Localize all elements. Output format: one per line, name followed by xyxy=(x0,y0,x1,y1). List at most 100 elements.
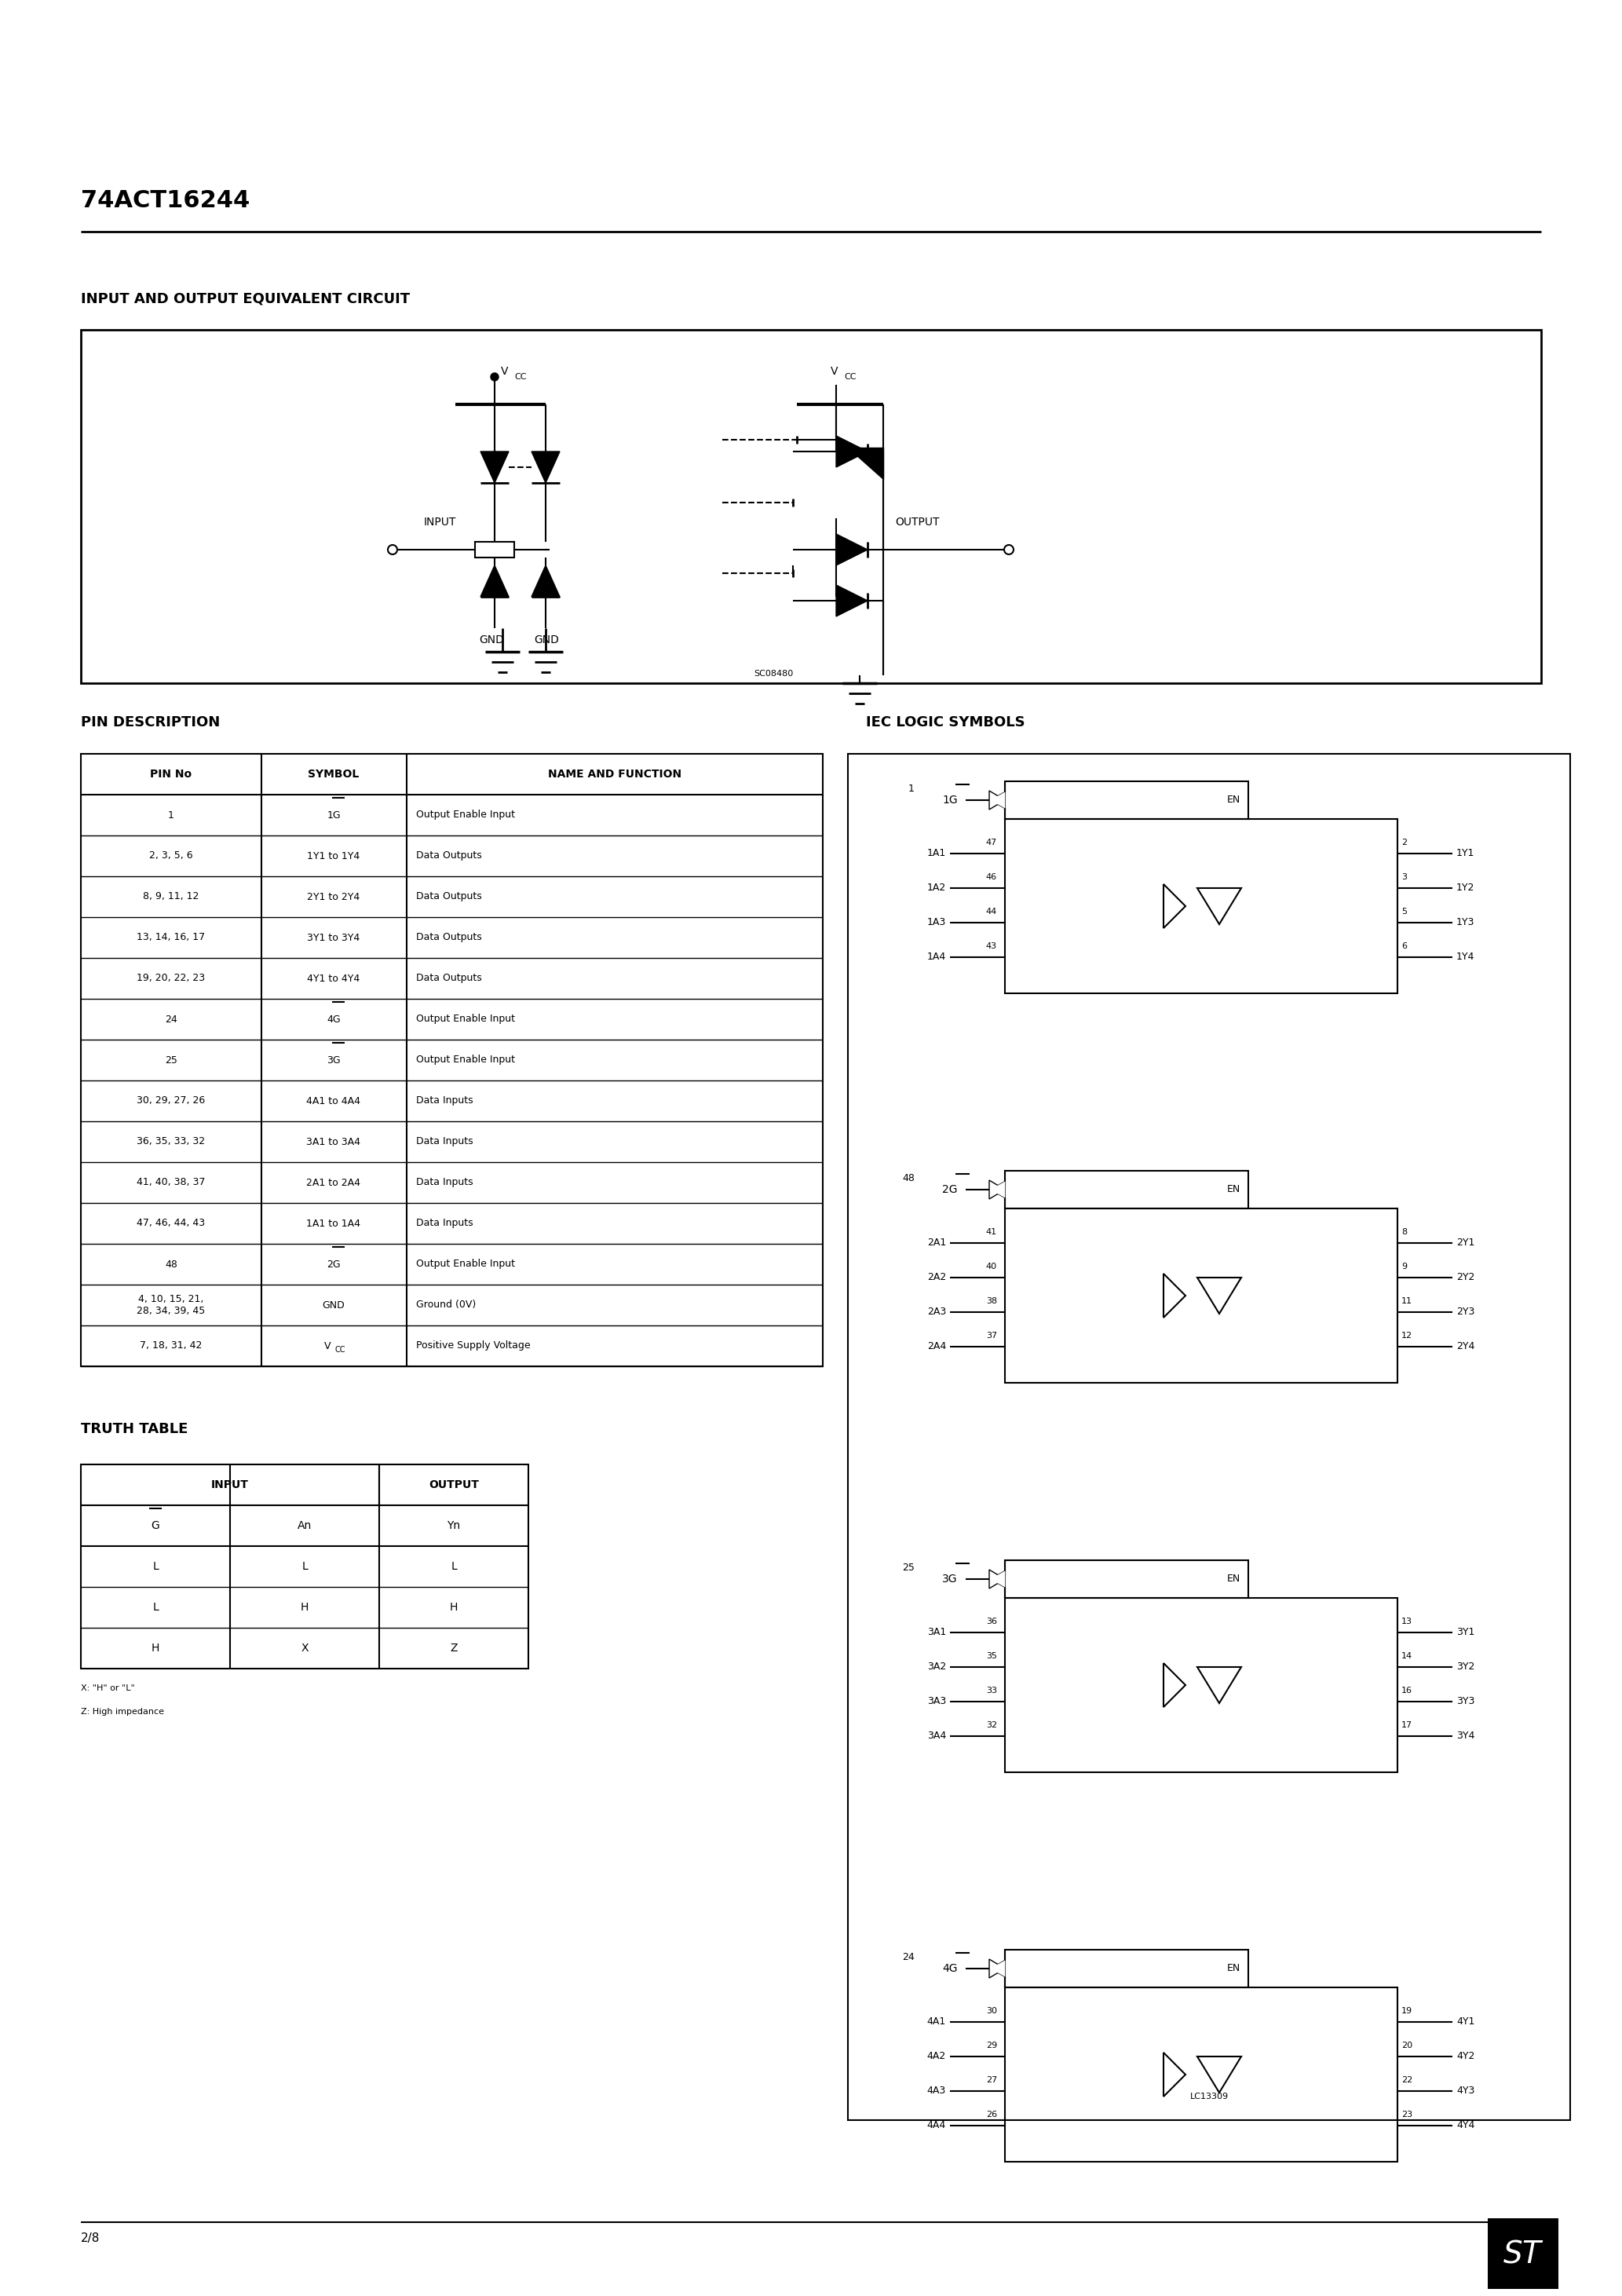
Text: SC08480: SC08480 xyxy=(754,670,793,677)
Polygon shape xyxy=(835,535,868,565)
Text: $\it{ST}$: $\it{ST}$ xyxy=(1502,2239,1544,2268)
Text: 2A3: 2A3 xyxy=(928,1306,946,1318)
Text: GND: GND xyxy=(534,634,560,645)
Bar xyxy=(1006,1988,1398,2163)
Text: G: G xyxy=(151,1520,159,1531)
Text: GND: GND xyxy=(478,634,504,645)
Text: 4Y1: 4Y1 xyxy=(1457,2016,1474,2027)
Text: Output Enable Input: Output Enable Input xyxy=(417,1258,516,1270)
Text: 30: 30 xyxy=(986,2007,998,2016)
Text: 4Y1 to 4Y4: 4Y1 to 4Y4 xyxy=(307,974,360,983)
Bar xyxy=(1006,1561,1249,1598)
Text: 27: 27 xyxy=(986,2076,998,2085)
Text: 22: 22 xyxy=(1401,2076,1413,2085)
Text: V: V xyxy=(501,365,508,377)
Text: L: L xyxy=(302,1561,308,1573)
Text: 2Y2: 2Y2 xyxy=(1457,1272,1474,1283)
Text: EN: EN xyxy=(1226,1185,1241,1194)
Text: PIN DESCRIPTION: PIN DESCRIPTION xyxy=(81,716,221,730)
Text: Yn: Yn xyxy=(448,1520,461,1531)
Text: INPUT: INPUT xyxy=(211,1479,248,1490)
Text: 43: 43 xyxy=(986,941,998,951)
Text: 1Y4: 1Y4 xyxy=(1457,953,1474,962)
Text: 3Y3: 3Y3 xyxy=(1457,1697,1474,1706)
Text: 4G: 4G xyxy=(326,1015,341,1024)
Text: 13, 14, 16, 17: 13, 14, 16, 17 xyxy=(136,932,206,944)
Bar xyxy=(1006,1171,1249,1208)
Text: 3: 3 xyxy=(1401,872,1406,882)
Text: 48: 48 xyxy=(902,1173,915,1182)
Text: 16: 16 xyxy=(1401,1688,1413,1694)
Text: 3Y4: 3Y4 xyxy=(1457,1731,1474,1740)
Text: 2Y4: 2Y4 xyxy=(1457,1341,1474,1352)
Text: PIN No: PIN No xyxy=(151,769,191,781)
Text: 11: 11 xyxy=(1401,1297,1413,1304)
Text: 8, 9, 11, 12: 8, 9, 11, 12 xyxy=(143,891,200,902)
Text: EN: EN xyxy=(1226,1963,1241,1975)
Text: 25: 25 xyxy=(165,1054,177,1065)
Text: 35: 35 xyxy=(986,1653,998,1660)
Text: 17: 17 xyxy=(1401,1722,1413,1729)
Text: 2A2: 2A2 xyxy=(928,1272,946,1283)
Text: 3G: 3G xyxy=(942,1573,957,1584)
Text: 8: 8 xyxy=(1401,1228,1406,1235)
Text: Data Outputs: Data Outputs xyxy=(417,932,482,944)
Text: IEC LOGIC SYMBOLS: IEC LOGIC SYMBOLS xyxy=(866,716,1025,730)
Text: 4Y2: 4Y2 xyxy=(1457,2050,1474,2062)
Text: 4Y3: 4Y3 xyxy=(1457,2087,1474,2096)
Text: 3A2: 3A2 xyxy=(928,1662,946,1671)
Bar xyxy=(81,1465,529,1669)
Text: Data Inputs: Data Inputs xyxy=(417,1219,474,1228)
Text: OUTPUT: OUTPUT xyxy=(428,1479,478,1490)
Text: 29: 29 xyxy=(986,2041,998,2050)
Polygon shape xyxy=(848,448,884,480)
Text: L: L xyxy=(152,1561,159,1573)
Text: Data Outputs: Data Outputs xyxy=(417,891,482,902)
Text: 19: 19 xyxy=(1401,2007,1413,2016)
Text: 3A1 to 3A4: 3A1 to 3A4 xyxy=(307,1137,360,1146)
Bar xyxy=(1006,1598,1398,1773)
Text: 23: 23 xyxy=(1401,2110,1413,2119)
Polygon shape xyxy=(480,565,509,597)
Text: 4, 10, 15, 21,
28, 34, 39, 45: 4, 10, 15, 21, 28, 34, 39, 45 xyxy=(136,1295,206,1316)
Text: 48: 48 xyxy=(165,1258,177,1270)
Bar xyxy=(81,331,1541,684)
Text: 1Y3: 1Y3 xyxy=(1457,918,1474,928)
Text: 5: 5 xyxy=(1401,907,1406,916)
Text: 2/8: 2/8 xyxy=(81,2232,101,2243)
Text: 14: 14 xyxy=(1401,1653,1413,1660)
Text: 3Y1 to 3Y4: 3Y1 to 3Y4 xyxy=(307,932,360,944)
Text: L: L xyxy=(451,1561,457,1573)
Text: 41: 41 xyxy=(986,1228,998,1235)
Polygon shape xyxy=(480,452,509,482)
Text: EN: EN xyxy=(1226,794,1241,806)
Polygon shape xyxy=(989,1180,1006,1199)
Text: 3A4: 3A4 xyxy=(928,1731,946,1740)
Text: 6: 6 xyxy=(1401,941,1406,951)
Text: 7, 18, 31, 42: 7, 18, 31, 42 xyxy=(139,1341,203,1350)
Text: 2G: 2G xyxy=(942,1185,957,1196)
Text: An: An xyxy=(297,1520,311,1531)
Text: H: H xyxy=(151,1642,159,1653)
Text: Positive Supply Voltage: Positive Supply Voltage xyxy=(417,1341,530,1350)
Text: 40: 40 xyxy=(986,1263,998,1270)
Text: 1: 1 xyxy=(908,783,915,794)
Text: 24: 24 xyxy=(165,1015,177,1024)
Text: INPUT AND OUTPUT EQUIVALENT CIRCUIT: INPUT AND OUTPUT EQUIVALENT CIRCUIT xyxy=(81,292,410,305)
Polygon shape xyxy=(989,1570,1006,1589)
Text: 4A1 to 4A4: 4A1 to 4A4 xyxy=(307,1095,360,1107)
Text: 4A1: 4A1 xyxy=(928,2016,946,2027)
Text: OUTPUT: OUTPUT xyxy=(895,517,939,528)
Text: CC: CC xyxy=(514,372,527,381)
Bar xyxy=(1006,820,1398,994)
Text: 1: 1 xyxy=(169,810,174,820)
Polygon shape xyxy=(835,436,868,466)
Text: 9: 9 xyxy=(1401,1263,1406,1270)
Bar xyxy=(1006,1208,1398,1382)
Text: 20: 20 xyxy=(1401,2041,1413,2050)
Text: X: X xyxy=(302,1642,308,1653)
Text: Data Inputs: Data Inputs xyxy=(417,1095,474,1107)
Text: 4Y4: 4Y4 xyxy=(1457,2122,1474,2131)
Text: 4A2: 4A2 xyxy=(928,2050,946,2062)
Text: 3Y1: 3Y1 xyxy=(1457,1628,1474,1637)
